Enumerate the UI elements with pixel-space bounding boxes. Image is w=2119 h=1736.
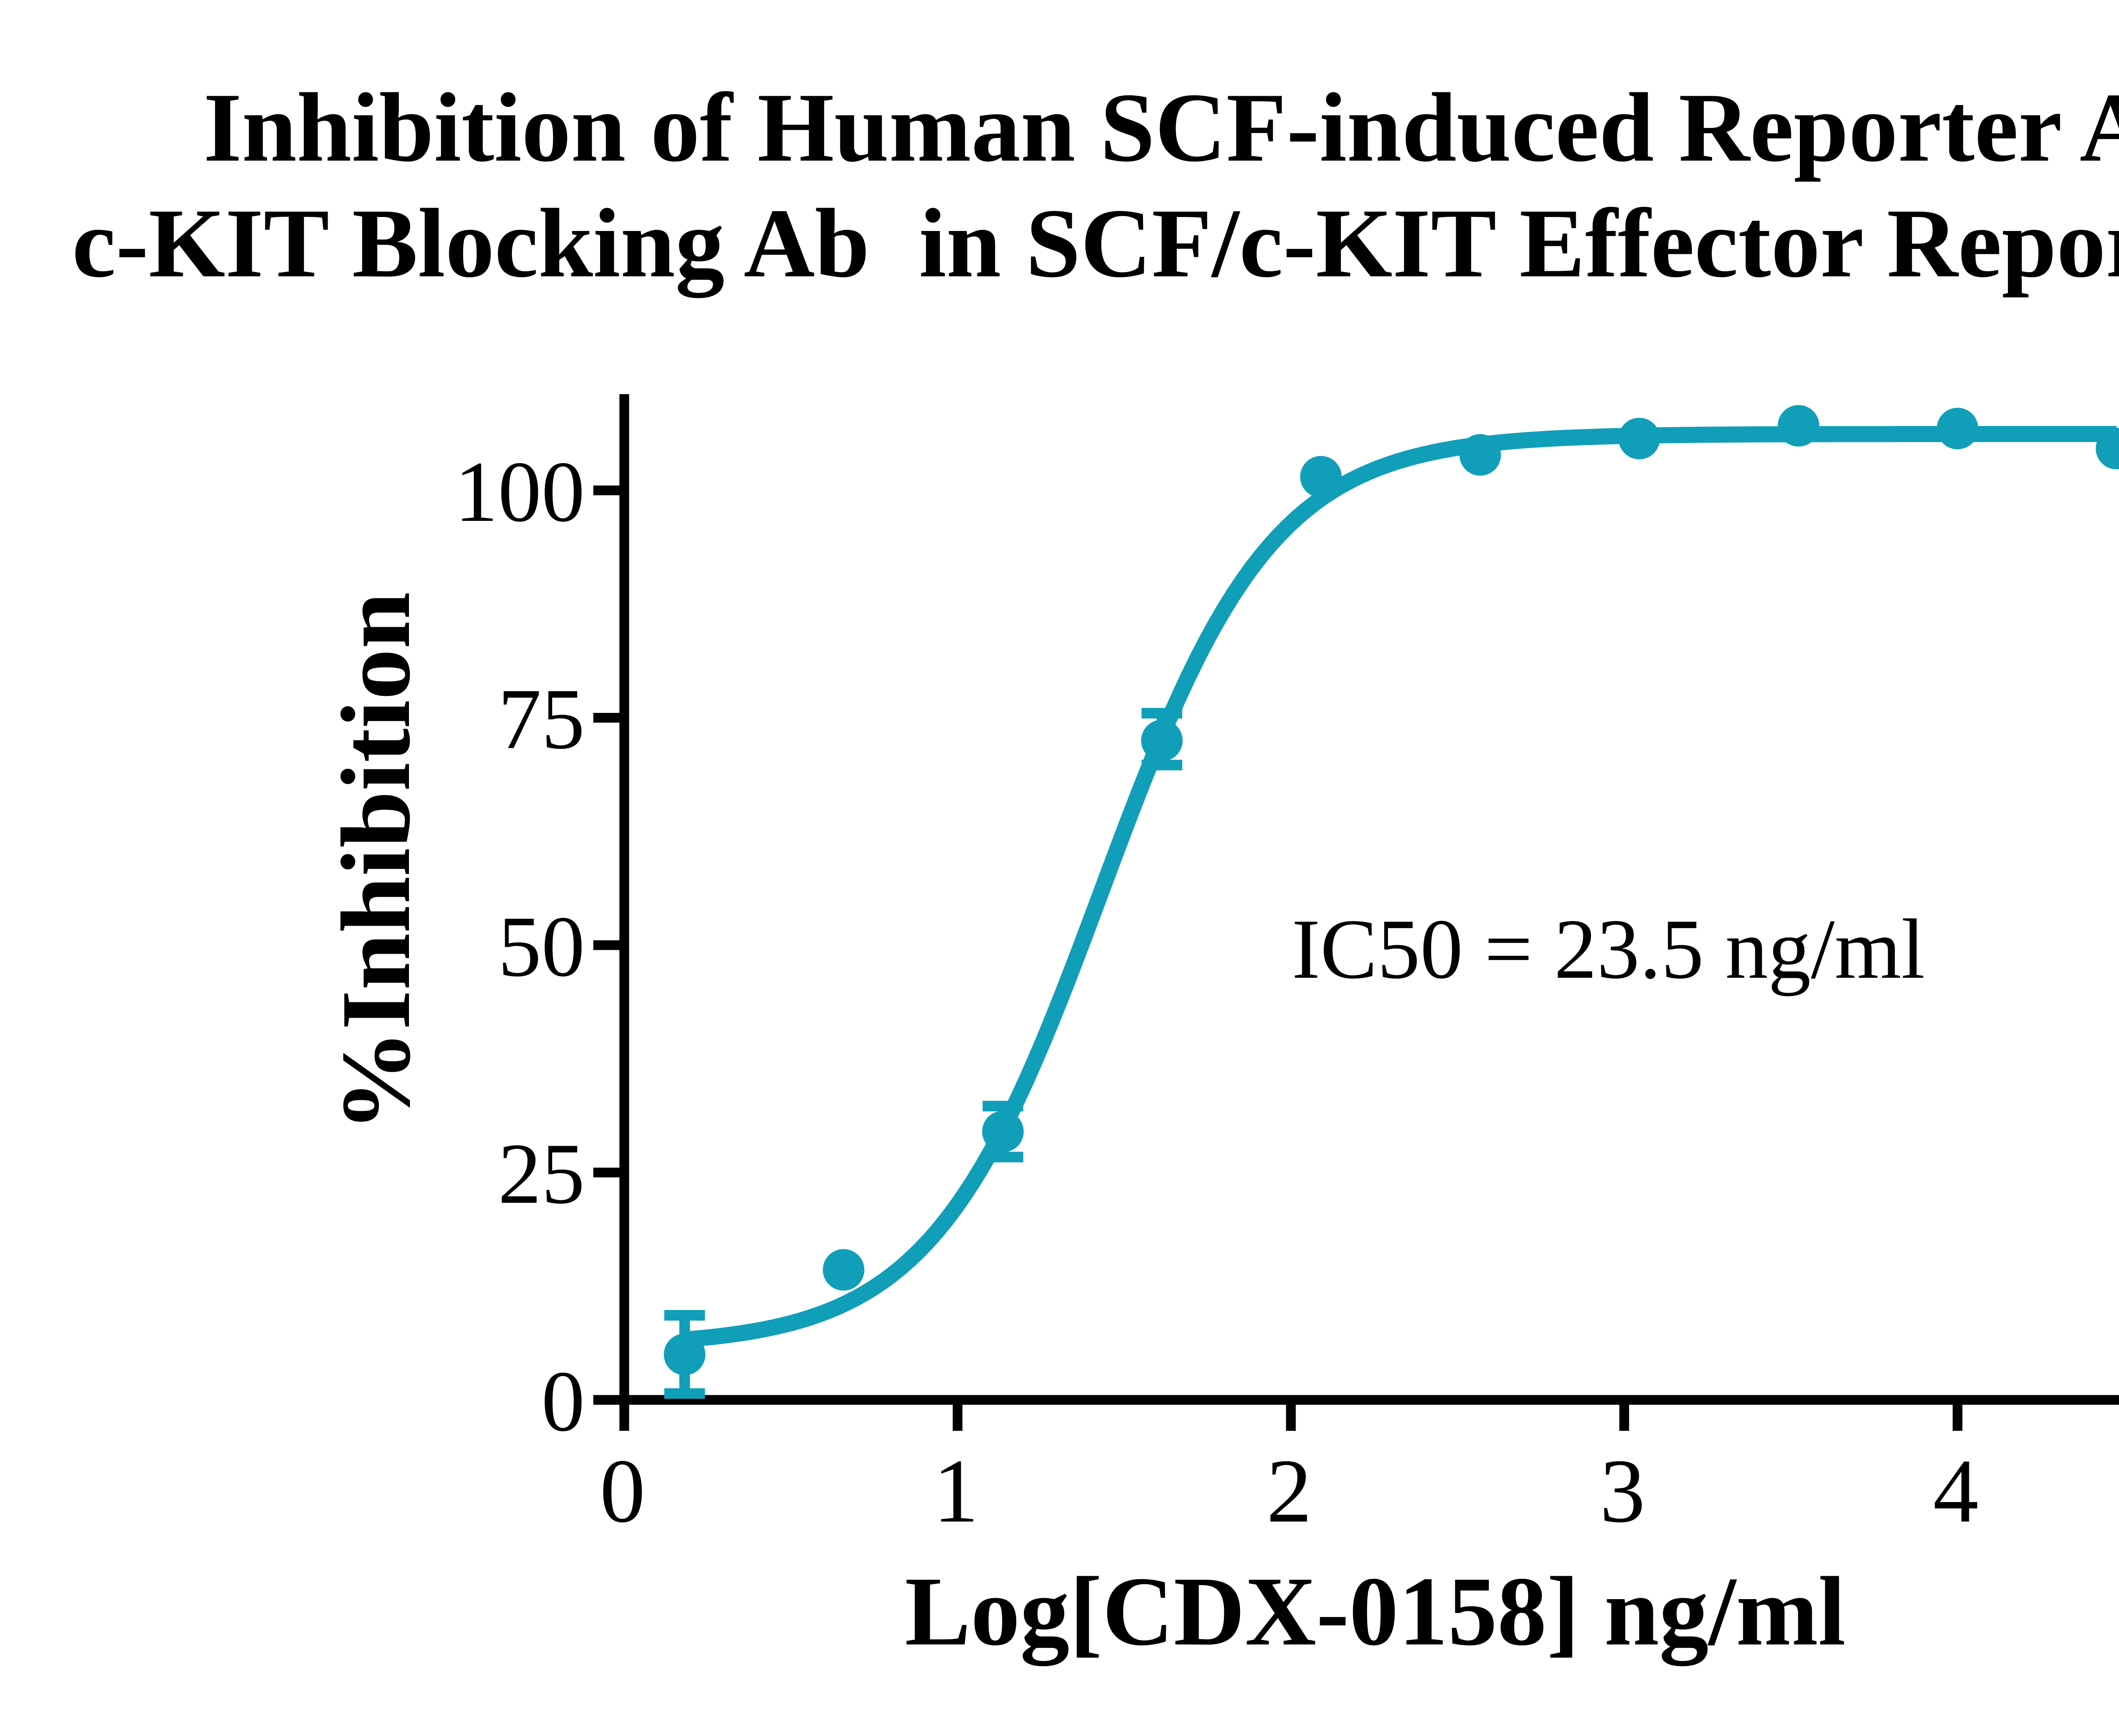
- svg-text:Inhibition of Human SCF-induce: Inhibition of Human SCF-induced Reporter…: [203, 73, 2119, 182]
- svg-text:50: 50: [498, 899, 585, 995]
- svg-text:%Inhibition: %Inhibition: [321, 592, 431, 1132]
- svg-text:Log[CDX-0158] ng/ml: Log[CDX-0158] ng/ml: [905, 1557, 1846, 1666]
- svg-text:25: 25: [498, 1126, 585, 1222]
- svg-text:100: 100: [455, 444, 585, 540]
- svg-text:4: 4: [1933, 1440, 1979, 1541]
- svg-text:3: 3: [1600, 1440, 1646, 1541]
- svg-text:2: 2: [1266, 1440, 1312, 1541]
- svg-text:75: 75: [498, 671, 585, 767]
- svg-text:IC50 = 23.5 ng/ml: IC50 = 23.5 ng/ml: [1292, 901, 1925, 996]
- svg-text:c-KIT Blocking Ab in SCF/c-KI: c-KIT Blocking Ab in SCF/c-KIT Effector …: [72, 189, 2119, 298]
- svg-text:0: 0: [600, 1440, 645, 1541]
- svg-text:1: 1: [933, 1440, 979, 1541]
- svg-text:0: 0: [542, 1353, 585, 1449]
